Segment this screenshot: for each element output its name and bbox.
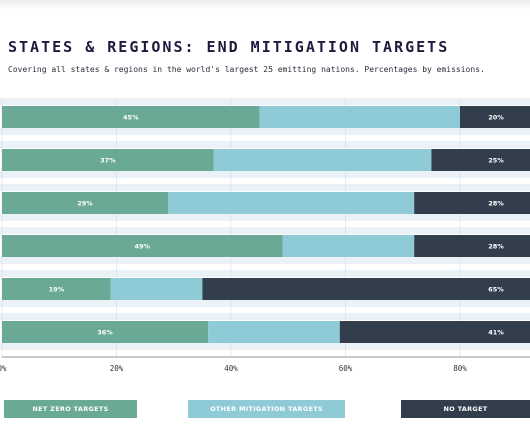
chart-title: STATES & REGIONS: END MITIGATION TARGETS [8,38,450,56]
bar-segment-no-target [431,149,530,171]
bar-segment-no-target [414,235,530,257]
data-label-no-target: 25% [488,157,504,165]
bar-segment-net-zero [2,235,283,257]
bar-segment-net-zero [2,321,209,343]
data-label-net-zero: 45% [123,114,139,122]
bar-segment-other-mitigation [110,278,203,300]
legend-net-zero: NET ZERO TARGETS [4,400,137,418]
bar-segment-net-zero [2,192,169,214]
row-stripe [0,257,530,264]
bar-segment-net-zero [2,106,260,128]
row-stripe [0,98,530,105]
row-stripe [0,270,530,277]
legend-net-zero-label: NET ZERO TARGETS [32,405,109,413]
bar-segment-no-target [339,321,530,343]
x-tick-label: 20% [110,364,124,373]
row-stripe [0,128,530,135]
bar-segment-other-mitigation [208,321,340,343]
legend-no-target-label: NO TARGET [443,405,488,413]
data-label-net-zero: 49% [134,243,150,251]
row-stripe [0,214,530,221]
bar-segment-net-zero [2,278,111,300]
row-stripe [0,171,530,178]
bar-segment-no-target [202,278,530,300]
x-tick-label: 80% [453,364,467,373]
row-stripe [0,343,530,350]
data-label-no-target: 28% [488,243,504,251]
data-label-no-target: 20% [488,114,504,122]
legend-other-mitigation: OTHER MITIGATION TARGETS [188,400,345,418]
legend-other-mitigation-label: OTHER MITIGATION TARGETS [210,405,323,413]
top-shadow [0,0,530,10]
data-label-no-target: 28% [488,200,504,208]
row-stripe [0,141,530,148]
row-stripe [0,313,530,320]
data-label-net-zero: 37% [100,157,116,165]
bar-segment-other-mitigation [213,149,432,171]
bar-segment-no-target [460,106,530,128]
bar-segment-other-mitigation [259,106,460,128]
bar-segment-other-mitigation [168,192,415,214]
chart-subtitle: Covering all states & regions in the wor… [8,65,485,74]
row-stripe [0,184,530,191]
x-tick-label: 40% [224,364,238,373]
x-tick-label: 0% [0,364,7,373]
data-label-no-target: 65% [488,286,504,294]
data-label-net-zero: 36% [97,329,113,337]
data-label-net-zero: 19% [49,286,65,294]
row-stripe [0,300,530,307]
bar-segment-no-target [414,192,530,214]
data-label-net-zero: 29% [77,200,93,208]
x-tick-label: 60% [339,364,353,373]
bar-segment-net-zero [2,149,214,171]
bar-segment-other-mitigation [282,235,415,257]
legend-no-target: NO TARGET [401,400,530,418]
row-stripe [0,227,530,234]
data-label-no-target: 41% [488,329,504,337]
